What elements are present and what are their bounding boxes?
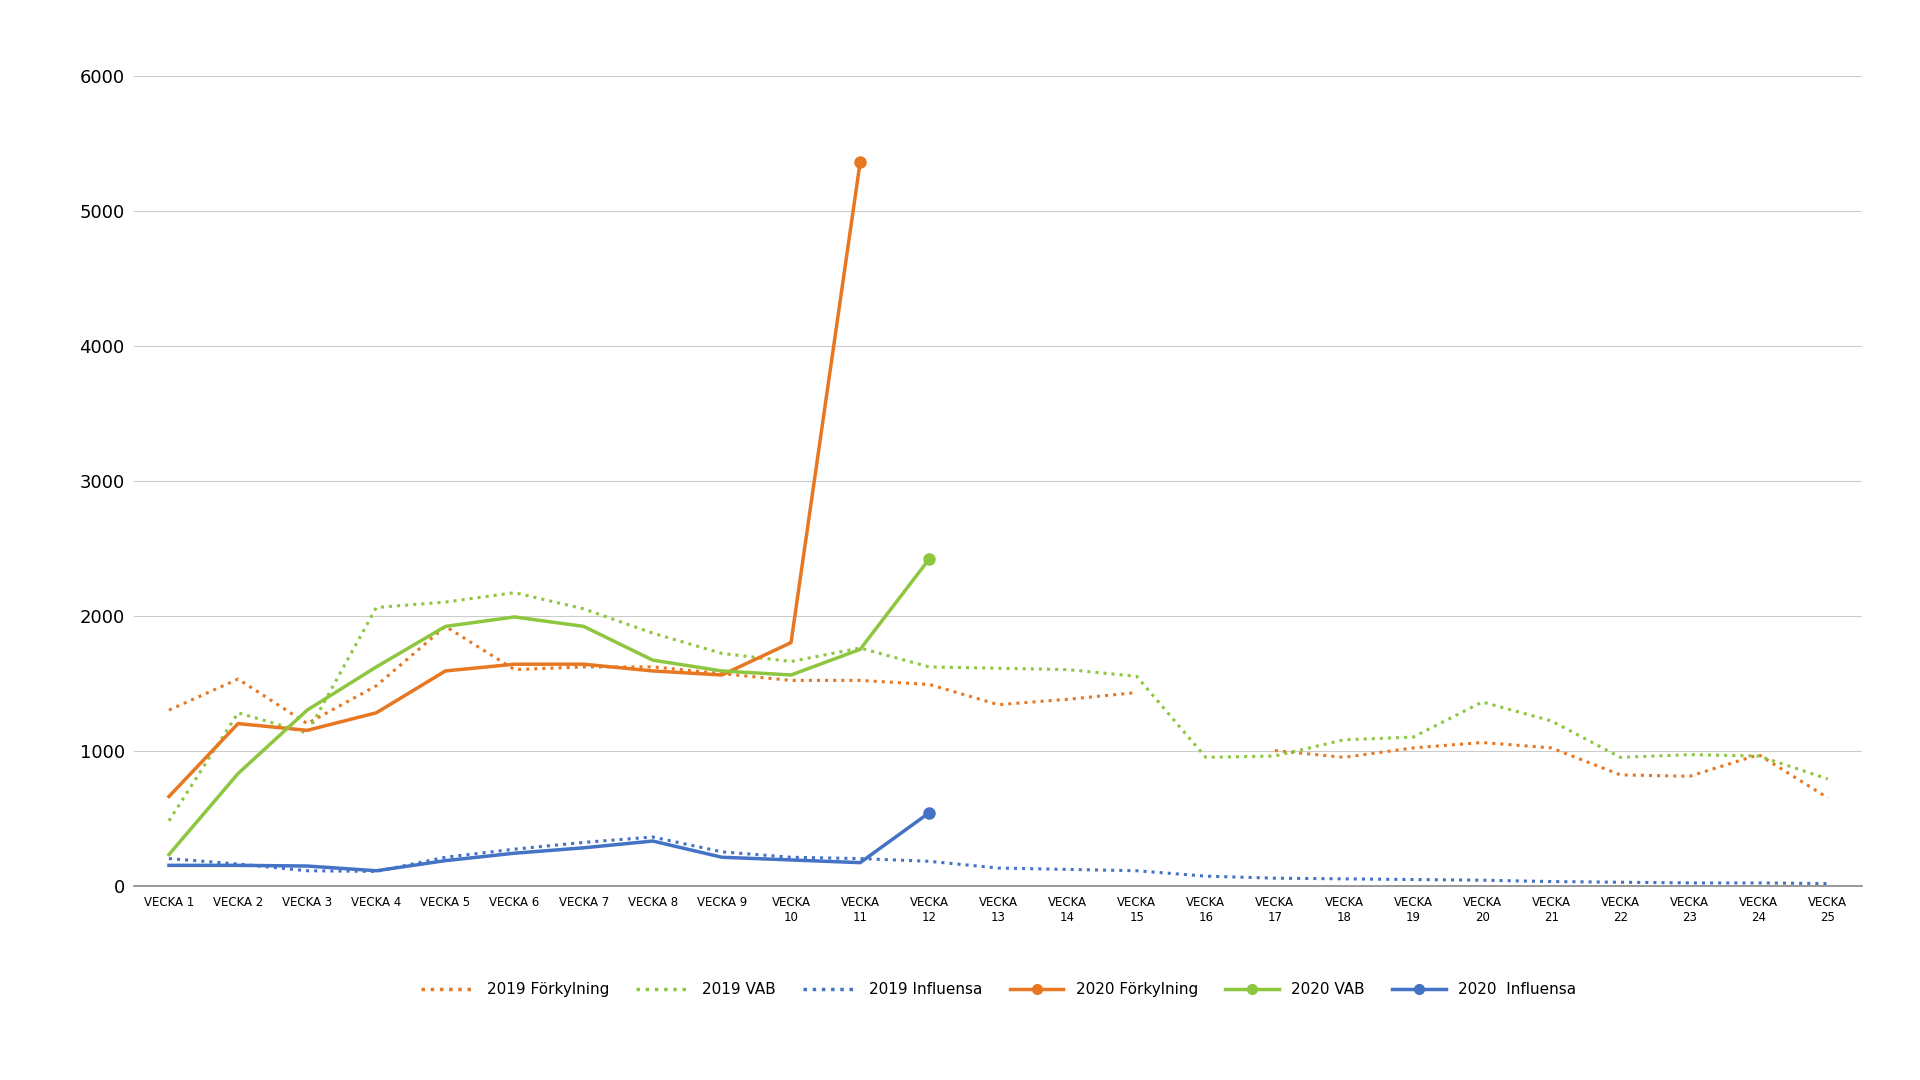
Legend: 2019 Förkylning, 2019 VAB, 2019 Influensa, 2020 Förkylning, 2020 VAB, 2020  Infl: 2019 Förkylning, 2019 VAB, 2019 Influens…: [415, 976, 1582, 1003]
